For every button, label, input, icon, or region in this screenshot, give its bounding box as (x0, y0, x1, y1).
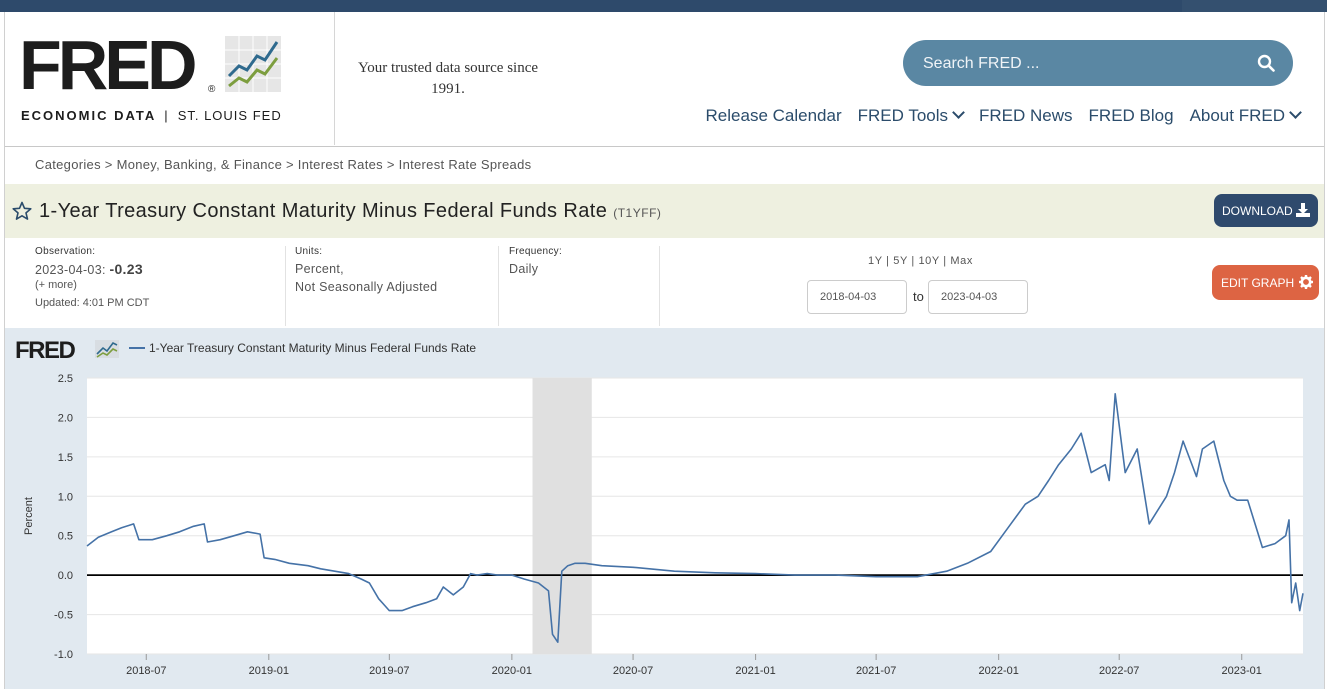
chevron-down-icon (952, 106, 965, 119)
y-tick-label: 1.0 (58, 491, 73, 503)
plot-background (87, 378, 1303, 654)
logo-subtitle: ECONOMIC DATA | ST. LOUIS FED (21, 108, 282, 123)
series-line (86, 393, 1304, 644)
breadcrumb-text[interactable]: Categories > Money, Banking, & Finance >… (35, 157, 532, 172)
x-tick-label: 2023-01 (1222, 665, 1262, 677)
observation-value: -0.23 (109, 261, 143, 277)
y-tick-label: 0.0 (58, 570, 73, 582)
edit-graph-label: EDIT GRAPH (1221, 276, 1295, 290)
date-from-value: 2018-04-03 (820, 291, 877, 303)
tagline: Your trusted data source since 1991. (357, 60, 539, 97)
y-axis-label: Percent (23, 497, 35, 535)
logo-wordmark: FRED (19, 26, 198, 104)
observation-date: 2023-04-03: (35, 263, 106, 277)
gear-icon (1299, 275, 1313, 289)
x-tick-label: 2022-01 (978, 665, 1018, 677)
registered-mark: ® (208, 84, 216, 95)
units-label: Units: (295, 246, 323, 257)
logo-sub-right: ST. LOUIS FED (177, 108, 282, 123)
nav-fred-tools-label: FRED Tools (857, 106, 949, 125)
date-to-value: 2023-04-03 (941, 291, 998, 303)
units-line2: Not Seasonally Adjusted (295, 280, 438, 294)
observation-label: Observation: (35, 246, 96, 257)
y-tick-labels: 2.5 2.0 1.5 1.0 0.5 0.0 -0.5 -1.0 (54, 373, 73, 661)
updated-text: Updated: 4:01 PM CDT (35, 297, 150, 309)
date-to-input[interactable]: 2023-04-03 (928, 280, 1028, 314)
recession-band (532, 378, 592, 654)
series-meta: Observation: 2023-04-03: -0.23 (+ more) … (4, 238, 1325, 328)
fred-logo[interactable]: FRED ® ECONOMIC DATA | ST. LOUIS FED (5, 12, 335, 145)
frequency-label: Frequency: (509, 246, 563, 257)
x-tick-label: 2018-07 (126, 665, 166, 677)
chart-logo-line2 (96, 348, 118, 358)
series-title: 1-Year Treasury Constant Maturity Minus … (39, 200, 661, 223)
top-bar-segment (1182, 0, 1327, 12)
to-label: to (913, 289, 924, 304)
chart-logo-line1 (96, 341, 118, 355)
logo-chart-icon (225, 36, 281, 92)
units-block: Units: Percent, Not Seasonally Adjusted (295, 246, 499, 326)
series-group (86, 393, 1304, 644)
download-label: DOWNLOAD (1222, 204, 1293, 218)
star-icon[interactable] (12, 201, 32, 221)
gridlines (87, 377, 1303, 655)
y-tick-label: 2.5 (58, 373, 73, 385)
x-tick-label: 2019-07 (369, 665, 409, 677)
y-tick-label: -0.5 (54, 610, 73, 622)
main-nav: Release Calendar FRED Tools FRED News FR… (705, 106, 1302, 126)
x-tick-labels: 2018-07 2019-01 2019-07 2020-01 2020-07 2021-… (126, 654, 1262, 677)
x-tick-label: 2021-07 (856, 665, 896, 677)
search-bar[interactable] (903, 40, 1293, 86)
nav-release-calendar[interactable]: Release Calendar (705, 106, 842, 125)
range-links[interactable]: 1Y | 5Y | 10Y | Max (868, 255, 973, 267)
nav-fred-news[interactable]: FRED News (979, 106, 1073, 125)
chevron-down-icon (1289, 106, 1302, 119)
recession-shading (532, 378, 592, 654)
y-tick-label: 2.0 (58, 412, 73, 424)
chart-fred-logo: FRED (15, 337, 119, 364)
chart-area: FRED 1-Year Treasury Constant Maturity M… (4, 328, 1325, 689)
series-title-text: 1-Year Treasury Constant Maturity Minus … (39, 200, 608, 222)
nav-fred-tools[interactable]: FRED Tools (857, 106, 965, 126)
units-line1: Percent, (295, 262, 344, 276)
logo-sub-sep: | (164, 108, 170, 123)
y-tick-label: 1.5 (58, 452, 73, 464)
breadcrumb: Categories > Money, Banking, & Finance >… (4, 146, 1325, 184)
search-input[interactable] (921, 51, 1245, 77)
frequency-block: Frequency: Daily (509, 246, 660, 326)
series-code: (T1YFF) (613, 206, 662, 220)
date-from-input[interactable]: 2018-04-03 (807, 280, 907, 314)
download-icon (1296, 203, 1310, 217)
x-tick-label: 2021-01 (735, 665, 775, 677)
y-tick-label: -1.0 (54, 649, 73, 661)
y-tick-label: 0.5 (58, 531, 73, 543)
series-title-bar: 1-Year Treasury Constant Maturity Minus … (4, 184, 1325, 238)
chart-logo-text: FRED (15, 337, 76, 364)
frequency-value: Daily (509, 262, 539, 276)
nav-fred-blog[interactable]: FRED Blog (1088, 106, 1174, 125)
x-tick-label: 2022-07 (1099, 665, 1139, 677)
logo-sub-left: ECONOMIC DATA (21, 108, 157, 123)
x-tick-label: 2020-07 (613, 665, 653, 677)
nav-about-fred-label: About FRED (1189, 106, 1285, 125)
x-tick-label: 2020-01 (492, 665, 532, 677)
search-icon[interactable] (1257, 54, 1275, 72)
more-link[interactable]: (+ more) (35, 279, 77, 291)
nav-about-fred[interactable]: About FRED (1189, 106, 1302, 126)
download-button[interactable]: DOWNLOAD (1214, 194, 1318, 227)
site-header: FRED ® ECONOMIC DATA | ST. LOUIS FED Your … (4, 12, 1325, 147)
x-tick-label: 2019-01 (249, 665, 289, 677)
top-bar (0, 0, 1327, 12)
observation-line: 2023-04-03: -0.23 (35, 260, 285, 279)
legend-label: 1-Year Treasury Constant Maturity Minus … (149, 341, 476, 355)
observation-block: Observation: 2023-04-03: -0.23 (+ more) … (35, 246, 286, 326)
line-chart[interactable]: FRED 1-Year Treasury Constant Maturity M… (5, 328, 1324, 689)
edit-graph-button[interactable]: EDIT GRAPH (1212, 265, 1319, 300)
